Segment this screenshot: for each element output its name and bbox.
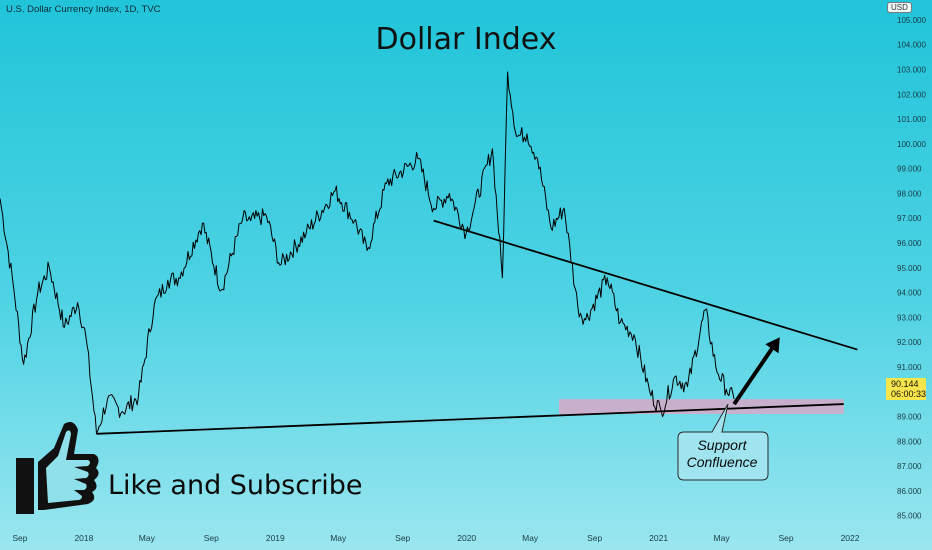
y-tick-label: 87.000 [897,462,922,471]
up-arrow-shaft [732,347,774,406]
y-tick-label: 94.000 [897,289,922,298]
y-tick-label: 101.000 [897,115,926,124]
x-tick-label: 2021 [649,533,668,543]
support-zone-layer [559,399,844,414]
y-tick-label: 96.000 [897,239,922,248]
support-zone [559,399,844,414]
ticker-label: U.S. Dollar Currency Index, 1D, TVC [6,4,161,15]
support-callout-bubble [677,403,769,481]
currency-badge[interactable]: USD [887,2,912,13]
y-tick-label: 88.000 [897,437,922,446]
y-axis-ticks: 85.00086.00087.00088.00089.00090.00091.0… [897,16,926,521]
callout-layer [677,403,769,481]
callout-line-2: Confluence [686,454,758,470]
x-axis-ticks: Sep 2018 May Sep 2019 May Sep 2020 May Sep 2021 May… [12,533,859,543]
x-tick-label: Sep [12,533,27,543]
x-tick-label: 2022 [841,533,860,543]
x-tick-label: Sep [204,533,219,543]
last-price-tag: 90.144 06:00:33 [886,378,926,400]
y-tick-label: 86.000 [897,487,922,496]
x-tick-label: May [330,533,347,543]
y-tick-label: 93.000 [897,313,922,322]
callout-line-1: Support [697,437,747,453]
x-tick-label: 2020 [457,533,476,543]
y-tick-label: 104.000 [897,41,926,50]
x-tick-label: 2018 [74,533,93,543]
y-tick-label: 89.000 [897,412,922,421]
x-tick-label: Sep [395,533,410,543]
thumbs-up-icon [16,422,99,514]
y-tick-label: 91.000 [897,363,922,372]
y-tick-label: 102.000 [897,90,926,99]
subscribe-text: Like and Subscribe [108,470,363,501]
x-tick-label: Sep [778,533,793,543]
resistance-trendline[interactable] [433,219,858,351]
y-tick-label: 95.000 [897,264,922,273]
last-price-value: 90.144 [891,379,919,389]
support-trendline[interactable] [96,403,844,435]
price-series-layer [0,71,735,435]
y-tick-label: 85.000 [897,512,922,521]
trendline-layer [96,219,858,435]
y-tick-label: 105.000 [897,16,926,25]
up-arrow-icon [765,337,780,354]
x-tick-label: Sep [587,533,602,543]
y-tick-label: 100.000 [897,140,926,149]
x-tick-label: May [522,533,539,543]
y-tick-label: 92.000 [897,338,922,347]
support-callout-text: Support Confluence [677,437,767,471]
y-tick-label: 103.000 [897,65,926,74]
y-tick-label: 99.000 [897,165,922,174]
x-tick-label: May [139,533,156,543]
y-tick-label: 97.000 [897,214,922,223]
y-tick-label: 98.000 [897,189,922,198]
chart-title: Dollar Index [375,22,557,57]
price-series-line [0,71,735,435]
bar-countdown: 06:00:33 [891,389,927,399]
x-tick-label: 2019 [266,533,285,543]
x-tick-label: May [714,533,731,543]
